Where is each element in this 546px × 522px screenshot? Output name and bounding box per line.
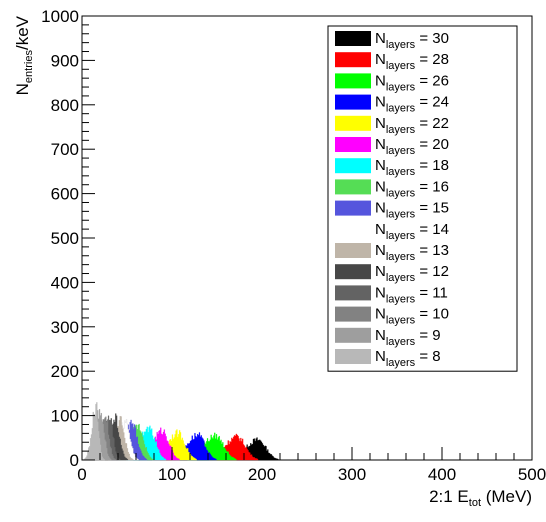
legend-label-nlayers-26: Nlayers = 26 [375, 72, 449, 93]
y-tick-label: 200 [51, 362, 79, 381]
legend-label-nlayers-15: Nlayers = 15 [375, 200, 449, 221]
y-tick-label: 500 [51, 229, 79, 248]
histogram-series-group [83, 402, 280, 461]
legend-swatch-nlayers-8 [335, 349, 371, 364]
legend-label-nlayers-12: Nlayers = 12 [375, 263, 449, 284]
x-tick-label: 300 [338, 465, 366, 484]
legend-label-nlayers-16: Nlayers = 16 [375, 178, 449, 199]
legend-label-nlayers-9: Nlayers = 9 [375, 327, 441, 348]
legend-label-nlayers-8: Nlayers = 8 [375, 348, 441, 369]
legend-swatch-nlayers-12 [335, 264, 371, 280]
y-tick-label: 300 [51, 318, 79, 337]
legend-label-nlayers-13: Nlayers = 13 [375, 242, 449, 263]
x-tick-label: 100 [158, 465, 186, 484]
y-tick-label: 700 [51, 140, 79, 159]
legend-label-nlayers-28: Nlayers = 28 [375, 51, 449, 72]
legend-swatch-nlayers-15 [335, 200, 371, 216]
legend-swatch-nlayers-24 [335, 94, 371, 110]
legend-label-nlayers-20: Nlayers = 20 [375, 136, 449, 157]
legend-swatch-nlayers-18 [335, 158, 371, 174]
y-tick-label: 400 [51, 273, 79, 292]
y-tick-label: 900 [51, 51, 79, 70]
y-tick-label: 0 [70, 451, 79, 470]
legend-swatch-nlayers-13 [335, 243, 371, 258]
y-tick-label: 1000 [41, 7, 79, 26]
legend-label-nlayers-11: Nlayers = 11 [375, 284, 448, 305]
legend-swatch-nlayers-9 [335, 327, 371, 343]
legend-label-nlayers-14: Nlayers = 14 [375, 221, 449, 242]
legend-swatch-nlayers-10 [335, 306, 371, 322]
legend-swatch-nlayers-30 [335, 31, 371, 46]
legend-label-nlayers-10: Nlayers = 10 [375, 306, 449, 327]
x-tick-label: 200 [248, 465, 276, 484]
x-axis-title: 2:1 Etot (MeV) [429, 487, 532, 509]
axes-group: 0 100 200 300 400 500 600 700 800 900 1000 0 100 200 3… [41, 7, 546, 484]
x-tick-label: 400 [428, 465, 456, 484]
x-tick-label: 0 [77, 465, 86, 484]
y-tick-label: 800 [51, 96, 79, 115]
legend-swatch-nlayers-22 [335, 115, 371, 131]
legend-swatch-nlayers-20 [335, 137, 371, 152]
y-tick-label: 600 [51, 185, 79, 204]
legend-swatch-nlayers-26 [335, 73, 371, 89]
legend-label-nlayers-24: Nlayers = 24 [375, 94, 449, 115]
legend-swatch-nlayers-11 [335, 285, 371, 301]
legend-swatch-nlayers-28 [335, 52, 371, 68]
x-tick-label: 500 [518, 465, 546, 484]
y-axis-title: Nentries/keV [13, 15, 35, 95]
legend-label-nlayers-18: Nlayers = 18 [375, 157, 449, 178]
legend-label-nlayers-22: Nlayers = 22 [375, 115, 449, 136]
legend-swatch-nlayers-14 [335, 221, 371, 237]
legend-label-nlayers-30: Nlayers = 30 [375, 30, 449, 51]
histogram-nlayers-8 [83, 402, 106, 461]
y-tick-label: 100 [51, 407, 79, 426]
legend-swatch-nlayers-16 [335, 179, 371, 195]
